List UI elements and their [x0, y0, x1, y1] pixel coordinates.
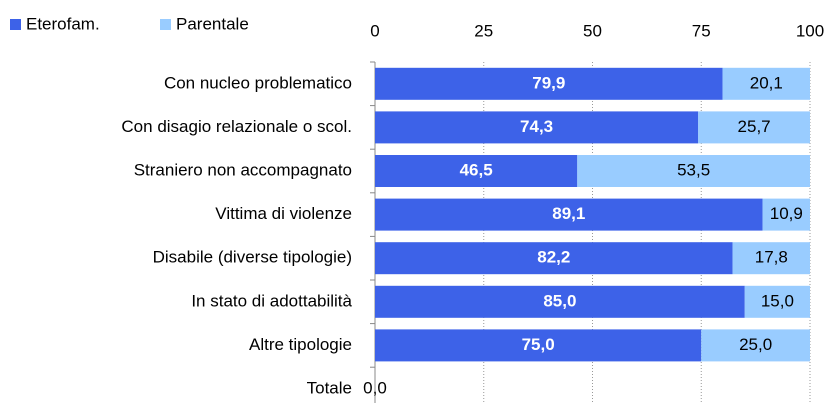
x-tick-label: 0: [370, 21, 379, 40]
legend-label: Parentale: [176, 14, 249, 33]
y-tick-label: In stato di adottabilità: [191, 291, 352, 310]
data-label: 15,0: [761, 291, 794, 310]
bar-segment: [375, 155, 578, 187]
data-label: 46,5: [460, 160, 493, 179]
bar-segment: [375, 329, 702, 362]
data-label: 0,0: [363, 378, 387, 397]
data-label: 25,0: [739, 335, 772, 354]
data-label: 17,8: [755, 248, 788, 267]
data-label: 75,0: [522, 335, 555, 354]
bar-segment: [722, 67, 810, 100]
bar-segment: [375, 198, 763, 231]
bar-segment: [577, 155, 810, 187]
y-tick-label: Straniero non accompagnato: [134, 160, 352, 179]
legend-swatch: [160, 19, 171, 30]
x-tick-label: 25: [474, 21, 493, 40]
data-label: 25,7: [738, 117, 771, 136]
data-label: 79,9: [532, 73, 565, 92]
data-label: 20,1: [750, 73, 783, 92]
bar-segment: [375, 67, 723, 100]
y-tick-label: Con disagio relazionale o scol.: [121, 117, 352, 136]
legend-label: Eterofam.: [26, 14, 100, 33]
bar-segment: [762, 198, 810, 231]
bar-segment: [744, 285, 810, 318]
y-tick-label: Altre tipologie: [249, 335, 352, 354]
data-label: 10,9: [770, 204, 803, 223]
data-label: 74,3: [520, 117, 553, 136]
x-tick-label: 75: [692, 21, 711, 40]
data-label: 82,2: [537, 248, 570, 267]
y-tick-label: Con nucleo problematico: [164, 73, 352, 92]
data-label: 53,5: [677, 160, 710, 179]
bar-segment: [375, 111, 699, 144]
x-tick-label: 100: [796, 21, 824, 40]
data-label: 89,1: [552, 204, 585, 223]
bar-segment: [375, 242, 733, 275]
y-tick-label: Vittima di violenze: [215, 204, 352, 223]
x-tick-label: 50: [583, 21, 602, 40]
bar-segment: [732, 242, 810, 275]
legend-swatch: [10, 19, 21, 30]
y-tick-label: Disabile (diverse tipologie): [153, 248, 352, 267]
data-label: 85,0: [543, 291, 576, 310]
bar-segment: [701, 329, 810, 362]
bar-segment: [375, 285, 745, 318]
bar-segment: [698, 111, 810, 144]
y-tick-label: Totale: [307, 378, 352, 397]
